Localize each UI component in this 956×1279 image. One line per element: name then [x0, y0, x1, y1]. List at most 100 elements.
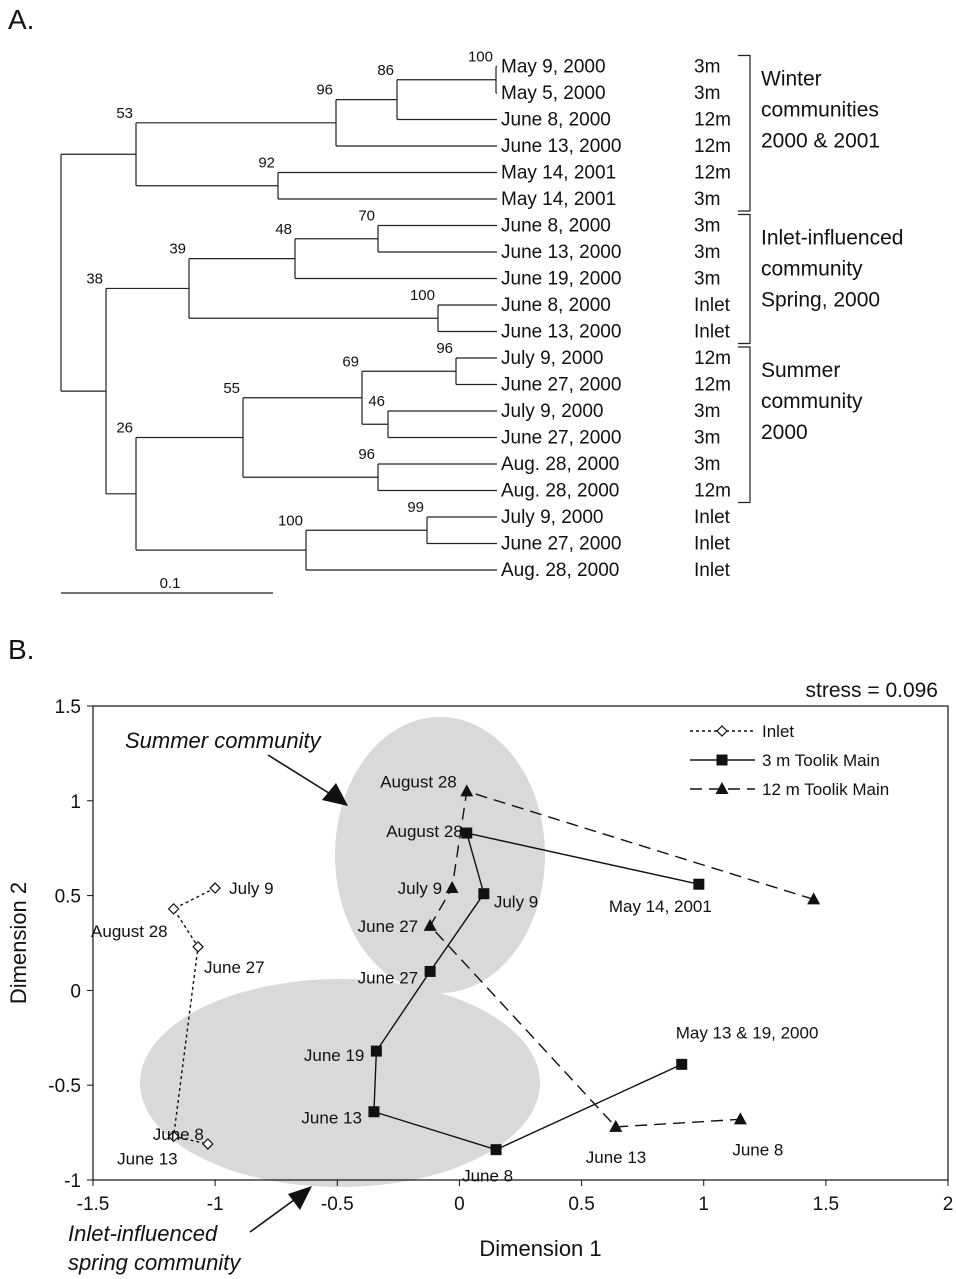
- leaf-depth-label: 3m: [694, 216, 720, 237]
- bootstrap-value: 92: [258, 155, 275, 172]
- point-label: August 28: [386, 822, 463, 841]
- legend-marker: [715, 782, 729, 794]
- x-tick-label: 0: [454, 1194, 465, 1215]
- leaf-depth-label: 12m: [694, 348, 731, 369]
- leaf-depth-label: 3m: [694, 189, 720, 210]
- data-point: [807, 892, 821, 905]
- summer-arrow-head: [322, 783, 348, 806]
- leaf-depth-label: 12m: [694, 375, 731, 396]
- point-label: June 8: [153, 1125, 204, 1144]
- group-label: Inlet-influenced: [761, 227, 903, 250]
- data-point: [490, 1144, 502, 1156]
- x-tick-label: 1: [698, 1194, 709, 1215]
- leaf-date-label: Aug. 28, 2000: [501, 454, 619, 475]
- data-point: [167, 903, 180, 915]
- spring-community-annotation: spring community: [68, 1250, 242, 1275]
- data-point: [460, 784, 474, 797]
- leaf-depth-label: 12m: [694, 110, 731, 131]
- data-point: [445, 881, 459, 894]
- leaf-date-label: May 14, 2001: [501, 189, 616, 210]
- panel-a-label: A.: [8, 4, 35, 35]
- bootstrap-value: 26: [116, 420, 133, 437]
- leaf-depth-label: 12m: [694, 136, 731, 157]
- y-tick-label: 0.5: [55, 887, 81, 908]
- leaf-depth-label: 3m: [694, 401, 720, 422]
- y-axis-title: Dimension 2: [6, 882, 31, 1004]
- series-line: [429, 790, 814, 1128]
- bootstrap-value: 55: [223, 380, 240, 397]
- panel-b-label: B.: [8, 634, 35, 665]
- bootstrap-value: 96: [316, 82, 333, 99]
- leaf-date-label: June 13, 2000: [501, 136, 621, 157]
- data-point: [423, 918, 437, 931]
- bootstrap-value: 86: [377, 62, 394, 79]
- data-point: [478, 888, 490, 900]
- bootstrap-value: 99: [407, 499, 424, 516]
- y-tick-label: -0.5: [48, 1076, 81, 1097]
- data-point: [676, 1058, 688, 1070]
- bootstrap-value: 39: [169, 241, 186, 258]
- point-label: June 27: [204, 958, 264, 977]
- group-label: Winter: [761, 68, 822, 91]
- bootstrap-value: 69: [342, 353, 359, 370]
- group-bracket: [738, 54, 751, 212]
- point-label: August 28: [380, 772, 457, 791]
- leaf-date-label: June 13, 2000: [501, 242, 621, 263]
- point-label: July 9: [494, 893, 538, 912]
- point-label: June 27: [358, 968, 419, 987]
- leaf-date-label: June 13, 2000: [501, 322, 621, 343]
- data-point: [201, 1138, 214, 1150]
- bootstrap-value: 100: [468, 49, 493, 66]
- spring-community-ellipse: [140, 979, 540, 1187]
- y-tick-label: 1.5: [55, 697, 81, 718]
- point-label: May 13 & 19, 2000: [676, 1023, 819, 1042]
- y-tick-label: 0: [70, 981, 81, 1002]
- data-point: [609, 1119, 623, 1132]
- x-axis-title: Dimension 1: [479, 1236, 601, 1261]
- bootstrap-value: 96: [436, 340, 453, 357]
- point-label: June 13: [117, 1149, 178, 1168]
- data-point: [461, 827, 473, 839]
- legend-marker: [716, 725, 728, 737]
- leaf-date-label: May 5, 2000: [501, 83, 606, 104]
- point-label: August 28: [91, 922, 168, 941]
- leaf-depth-label: 12m: [694, 163, 731, 184]
- point-label: June 19: [304, 1046, 365, 1065]
- leaf-date-label: Aug. 28, 2000: [501, 481, 619, 502]
- bootstrap-value: 70: [358, 208, 375, 225]
- point-label: June 13: [301, 1109, 362, 1128]
- bootstrap-value: 96: [358, 446, 375, 463]
- summer-community-annotation: Summer community: [125, 728, 323, 753]
- bootstrap-value: 48: [275, 221, 292, 238]
- x-tick-label: 1.5: [813, 1194, 839, 1215]
- point-label: June 8: [462, 1167, 513, 1186]
- bootstrap-value: 100: [278, 512, 303, 529]
- point-label: July 9: [229, 879, 273, 898]
- plot-frame: [92, 705, 949, 1181]
- leaf-date-label: June 8, 2000: [501, 216, 611, 237]
- data-point: [424, 965, 436, 977]
- leaf-date-label: May 9, 2000: [501, 57, 606, 78]
- leaf-date-label: Aug. 28, 2000: [501, 560, 619, 581]
- bootstrap-value: 53: [116, 105, 133, 122]
- x-tick-label: 0.5: [568, 1194, 594, 1215]
- group-label: Summer: [761, 359, 840, 382]
- leaf-date-label: July 9, 2000: [501, 401, 603, 422]
- leaf-depth-label: Inlet: [694, 560, 731, 581]
- legend-label: Inlet: [762, 722, 794, 741]
- spring-community-annotation: Inlet-influenced: [68, 1221, 218, 1246]
- leaf-date-label: June 27, 2000: [501, 534, 621, 555]
- spring-arrow-head: [288, 1186, 312, 1210]
- group-label: Spring, 2000: [761, 289, 880, 312]
- x-tick-label: -1: [207, 1194, 224, 1215]
- group-label: communities: [761, 99, 879, 122]
- data-point: [209, 882, 221, 894]
- summer-community-ellipse: [335, 717, 545, 993]
- leaf-depth-label: Inlet: [694, 322, 731, 343]
- leaf-depth-label: 3m: [694, 242, 720, 263]
- leaf-depth-label: 3m: [694, 57, 720, 78]
- data-point: [733, 1112, 747, 1125]
- group-label: 2000: [761, 421, 808, 444]
- leaf-date-label: May 14, 2001: [501, 163, 616, 184]
